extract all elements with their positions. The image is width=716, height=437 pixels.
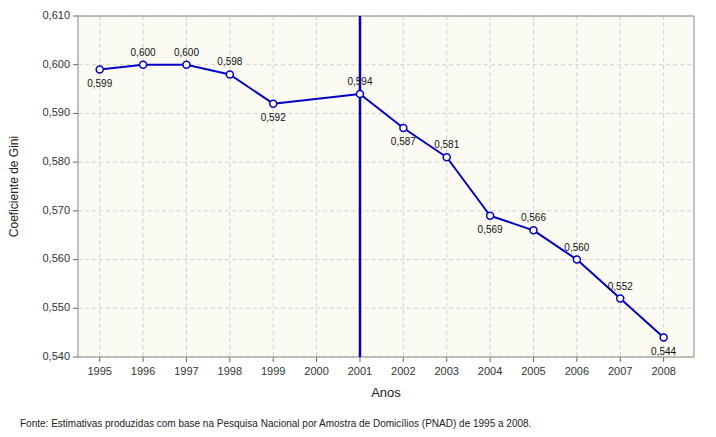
y-tick-label: 0,600 (42, 58, 70, 70)
x-tick (99, 357, 100, 362)
x-tick-label: 2002 (391, 365, 415, 377)
x-tick (229, 357, 230, 362)
x-tick (316, 357, 317, 362)
point (617, 295, 624, 302)
x-tick (533, 357, 534, 362)
y-grid-line (78, 162, 694, 163)
plot-frame (78, 16, 694, 357)
y-tick (73, 162, 78, 163)
point (573, 256, 580, 263)
y-tick-label: 0,540 (42, 350, 70, 362)
x-axis-label: Anos (371, 385, 401, 400)
data-label: 0,569 (478, 224, 503, 235)
x-tick-label: 2007 (608, 365, 632, 377)
footnote: Fonte: Estimativas produzidas com base n… (20, 418, 531, 429)
x-tick-label: 1998 (218, 365, 242, 377)
x-tick (186, 357, 187, 362)
x-grid-line (316, 16, 317, 357)
data-label: 0,560 (564, 242, 589, 253)
data-label: 0,581 (434, 139, 459, 150)
y-tick (73, 210, 78, 211)
x-tick (359, 357, 360, 362)
point (660, 334, 667, 341)
y-grid-line (78, 210, 694, 211)
y-tick-label: 0,590 (42, 106, 70, 118)
point (140, 61, 147, 68)
x-grid-line (576, 16, 577, 357)
y-tick-label: 0,580 (42, 155, 70, 167)
point (226, 71, 233, 78)
point (270, 100, 277, 107)
data-label: 0,587 (391, 136, 416, 147)
point (400, 125, 407, 132)
point (183, 61, 190, 68)
y-tick (73, 64, 78, 65)
y-grid-line (78, 308, 694, 309)
data-label: 0,594 (347, 76, 372, 87)
x-grid-line (359, 16, 360, 357)
data-labels: 0,599 0,600 0,600 0,598 0,592 0,594 0,587 0,581… (87, 47, 676, 357)
x-tick-label: 2005 (521, 365, 545, 377)
x-tick-label: 2000 (304, 365, 328, 377)
x-tick-label: 2004 (478, 365, 502, 377)
y-tick-label: 0,560 (42, 252, 70, 264)
point (530, 227, 537, 234)
point (96, 66, 103, 73)
chart: 0,540 0,550 0,560 0,570 0,580 0,590 0,600 0,610… (0, 0, 716, 437)
x-tick (663, 357, 664, 362)
x-tick-label: 1995 (87, 365, 111, 377)
x-tick-label: 2006 (565, 365, 589, 377)
data-label: 0,552 (608, 281, 633, 292)
point (356, 90, 363, 97)
x-tick-label: 2008 (651, 365, 675, 377)
x-grid-line (620, 16, 621, 357)
x-tick (273, 357, 274, 362)
x-grid-line (403, 16, 404, 357)
x-tick (620, 357, 621, 362)
x-tick-label: 1999 (261, 365, 285, 377)
data-label: 0,599 (87, 78, 112, 89)
y-tick-label: 0,610 (42, 9, 70, 21)
x-tick (143, 357, 144, 362)
y-grid-line (78, 259, 694, 260)
data-label: 0,592 (261, 112, 286, 123)
y-tick (73, 259, 78, 260)
y-tick (73, 16, 78, 17)
x-grid-line (663, 16, 664, 357)
y-tick-label: 0,570 (42, 204, 70, 216)
y-tick (73, 357, 78, 358)
data-label: 0,566 (521, 212, 546, 223)
x-grid-line (533, 16, 534, 357)
series-line (100, 65, 664, 338)
x-tick-label: 2001 (348, 365, 372, 377)
x-grid-line (273, 16, 274, 357)
x-tick (446, 357, 447, 362)
x-grid-line (446, 16, 447, 357)
data-label: 0,600 (131, 47, 156, 58)
data-label: 0,600 (174, 47, 199, 58)
data-label: 0,598 (217, 56, 242, 67)
x-tick (490, 357, 491, 362)
y-tick (73, 113, 78, 114)
axes: 0,540 0,550 0,560 0,570 0,580 0,590 0,600 0,610… (42, 9, 675, 377)
point (443, 154, 450, 161)
data-label: 0,544 (651, 346, 676, 357)
x-grid-line (490, 16, 491, 357)
reference-line (359, 16, 362, 357)
x-tick (576, 357, 577, 362)
x-tick (403, 357, 404, 362)
grid (78, 16, 694, 357)
y-tick (73, 308, 78, 309)
data-group (96, 16, 667, 357)
plot-area (78, 16, 694, 357)
y-tick-label: 0,550 (42, 301, 70, 313)
y-axis-label: Coeficiente de Gini (7, 136, 21, 237)
x-tick-label: 1997 (174, 365, 198, 377)
x-tick-label: 1996 (131, 365, 155, 377)
point (487, 212, 494, 219)
x-tick-label: 2003 (434, 365, 458, 377)
